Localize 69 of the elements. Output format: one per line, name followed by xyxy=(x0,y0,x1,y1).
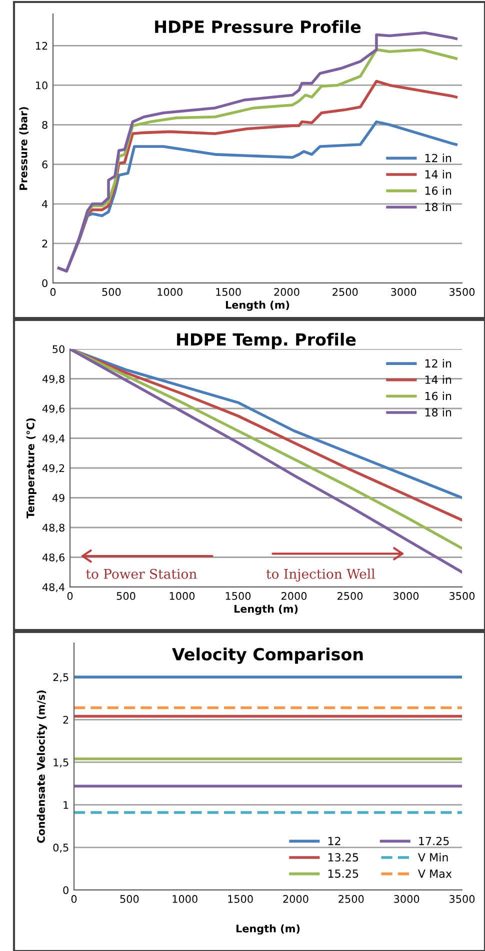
legend-label: V Min xyxy=(418,852,448,862)
legend-label: 14 in xyxy=(425,170,452,178)
y-tick-label: 49,6 xyxy=(42,404,64,414)
x-tick-label: 500 xyxy=(116,592,136,600)
legend-label: 15.25 xyxy=(328,869,358,878)
x-tick-label: 1500 xyxy=(226,592,251,600)
x-tick-label: 0 xyxy=(71,895,77,903)
y-tick-label: 49,4 xyxy=(42,434,65,444)
y-tick-label: 1 xyxy=(64,801,68,809)
y-axis-title: Condensate Velocity (m/s) xyxy=(36,690,48,843)
legend-label: 18 in xyxy=(425,408,452,417)
y-tick-label: 4 xyxy=(42,200,48,208)
x-tick-label: 3000 xyxy=(391,288,416,296)
x-axis-title: Length (m) xyxy=(236,924,300,935)
x-tick-label: 1000 xyxy=(158,288,182,296)
chart-title: HDPE Pressure Profile xyxy=(155,20,361,34)
chart-title: Velocity Comparison xyxy=(172,648,363,664)
x-tick-label: 2500 xyxy=(332,288,358,296)
y-tick-label: 48,8 xyxy=(42,524,64,533)
x-tick-label: 2500 xyxy=(338,895,364,903)
x-tick-label: 3000 xyxy=(394,592,419,600)
legend-label: 16 in xyxy=(425,186,452,195)
y-tick-label: 1,5 xyxy=(54,758,68,768)
x-tick-label: 500 xyxy=(102,288,121,296)
legend-label: 12 in xyxy=(425,154,452,162)
y-tick-label: 2 xyxy=(42,240,48,248)
legend-label: 12 in xyxy=(425,359,452,368)
legend-label: 17.25 xyxy=(419,836,449,846)
legend-label: 13.25 xyxy=(328,853,358,862)
x-tick-label: 2000 xyxy=(283,895,308,903)
y-tick-label: 48,6 xyxy=(42,553,64,562)
y-axis-title: Pressure (bar) xyxy=(19,107,29,190)
y-tick-label: 2,5 xyxy=(53,673,68,682)
legend-label: V Max xyxy=(418,870,452,878)
y-tick-label: 0,5 xyxy=(53,844,68,853)
x-tick-label: 1000 xyxy=(170,592,195,600)
annotation: to Power Station xyxy=(86,568,197,579)
x-tick-label: 3500 xyxy=(450,592,475,600)
y-tick-label: 2 xyxy=(63,716,68,724)
x-axis-title: Length (m) xyxy=(234,604,298,615)
y-tick-label: 0 xyxy=(42,279,48,288)
x-tick-label: 3000 xyxy=(394,895,420,903)
y-tick-label: 49 xyxy=(52,494,64,502)
x-tick-label: 2000 xyxy=(274,288,300,296)
y-tick-label: 8 xyxy=(42,120,48,129)
legend-label: 14 in xyxy=(425,375,452,384)
legend-label: 12 xyxy=(328,836,340,846)
x-tick-label: 1000 xyxy=(172,895,198,903)
y-tick-label: 10 xyxy=(36,81,48,90)
y-tick-label: 48,4 xyxy=(42,583,65,592)
x-tick-label: 3500 xyxy=(450,895,475,903)
annotation: to Injection Well xyxy=(266,568,375,582)
x-tick-label: 1500 xyxy=(216,288,241,296)
y-axis-title: Temperature (°C) xyxy=(26,418,36,518)
y-tick-label: 0 xyxy=(63,886,68,894)
x-tick-label: 3500 xyxy=(450,288,475,296)
x-axis-title: Length (m) xyxy=(226,300,290,311)
x-tick-label: 500 xyxy=(120,895,139,903)
y-tick-label: 49,8 xyxy=(42,374,64,384)
y-tick-label: 49,2 xyxy=(42,464,64,474)
chart-title: HDPE Temp. Profile xyxy=(177,332,356,349)
legend-label: 16 in xyxy=(425,392,452,400)
x-tick-label: 2500 xyxy=(338,592,363,600)
y-tick-label: 6 xyxy=(42,160,48,168)
y-tick-label: 12 xyxy=(36,42,48,50)
x-tick-label: 2000 xyxy=(282,592,307,600)
legend-label: 18 in xyxy=(425,202,452,212)
x-tick-label: 1500 xyxy=(228,895,253,903)
y-tick-label: 50 xyxy=(52,345,64,354)
